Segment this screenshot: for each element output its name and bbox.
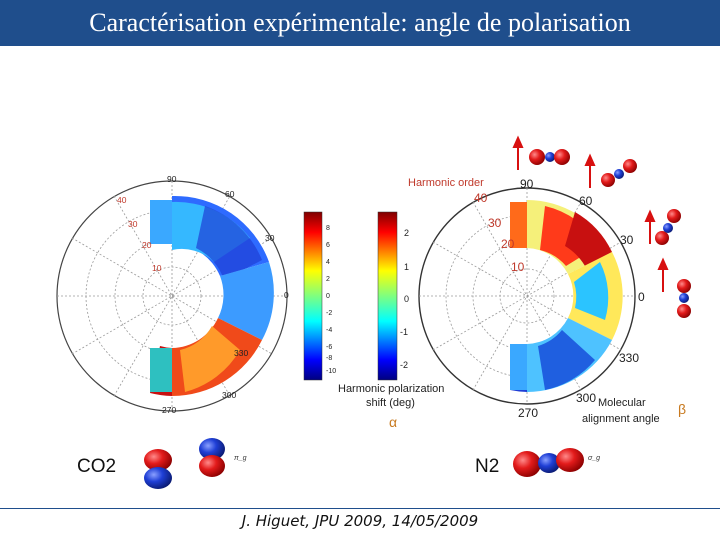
right-cbar-tick: -1	[400, 327, 408, 337]
left-angle-30: 30	[265, 233, 275, 243]
left-angle-270: 270	[162, 405, 176, 415]
left-order-40: 40	[117, 195, 127, 205]
left-angle-60: 60	[225, 189, 235, 199]
right-angle-270: 270	[518, 406, 538, 420]
left-colorbar-ticks: 8 6 4 2 0 -2 -4 -6 -8 -10	[326, 225, 336, 375]
right-order-labels: 40 30 20 10	[474, 191, 525, 274]
alignment-label-line1: Molecular	[598, 397, 646, 409]
left-order-10: 10	[152, 263, 162, 273]
footer-divider	[0, 508, 720, 509]
right-angle-300: 300	[576, 391, 596, 405]
left-cbar-tick: -6	[326, 344, 332, 351]
orientation-molecules	[512, 135, 691, 318]
right-colorbar: 2 1 0 -1 -2 Harmonic polarization shift …	[338, 211, 444, 430]
co2-label-text: CO2	[77, 456, 117, 477]
left-cbar-tick: 4	[326, 259, 330, 266]
left-order-labels: 40 30 20 10	[117, 195, 162, 273]
left-cbar-tick: 2	[326, 276, 330, 283]
right-cbar-tick: 2	[404, 228, 409, 238]
alignment-label-line2: alignment angle	[582, 413, 660, 425]
shift-label-line1: Harmonic polarization	[338, 383, 444, 395]
left-data-annulus	[150, 195, 274, 397]
left-cbar-tick: -8	[326, 355, 332, 362]
right-angle-60: 60	[579, 194, 593, 208]
n2-label: N2	[475, 456, 499, 478]
left-cbar-tick: -10	[326, 368, 336, 375]
n2-orbital: σ_g	[513, 448, 600, 477]
title-bar: Caractérisation expérimentale: angle de …	[0, 0, 720, 46]
beta-symbol: β	[678, 401, 686, 417]
left-cbar-tick: 0	[326, 293, 330, 300]
right-data-annulus	[510, 200, 623, 392]
molecule-diagonal-2	[655, 209, 681, 245]
right-polar-plot: 90 60 30 0 330 300 270 40 30 20 10 Harmo…	[408, 177, 686, 425]
right-order-40: 40	[474, 191, 488, 205]
n2-orbital-label: σ_g	[588, 455, 600, 462]
left-order-20: 20	[142, 240, 152, 250]
right-angle-0: 0	[638, 290, 645, 304]
harmonic-order-label: Harmonic order	[408, 177, 484, 189]
left-order-30: 30	[128, 219, 138, 229]
right-order-20: 20	[501, 237, 515, 251]
right-cbar-tick: 0	[404, 294, 409, 304]
right-angle-330: 330	[619, 351, 639, 365]
co2-orbital: π_g	[144, 438, 247, 489]
right-colorbar-ticks: 2 1 0 -1 -2	[400, 228, 409, 370]
molecule-diagonal-1	[601, 159, 637, 187]
n2-label-text: N2	[475, 456, 500, 477]
left-angle-90: 90	[167, 174, 177, 184]
molecule-horizontal	[529, 149, 570, 165]
co2-orbital-label: π_g	[234, 455, 247, 462]
right-angle-90: 90	[520, 177, 534, 191]
shift-label-line2: shift (deg)	[366, 397, 415, 409]
co2-label: CO2	[77, 456, 116, 478]
left-angle-labels: 90 60 30 0 330 300 270	[162, 174, 289, 415]
left-cbar-tick: 8	[326, 225, 330, 232]
left-angle-300: 300	[222, 390, 236, 400]
right-angle-labels: 90 60 30 0 330 300 270	[518, 177, 645, 420]
molecule-vertical	[677, 279, 691, 318]
left-angle-330: 330	[234, 348, 248, 358]
left-colorbar: 8 6 4 2 0 -2 -4 -6 -8 -10	[303, 211, 336, 381]
left-angle-0: 0	[284, 290, 289, 300]
alpha-symbol: α	[389, 414, 397, 430]
right-order-10: 10	[511, 260, 525, 274]
left-polar-plot: 90 60 30 0 330 300 270 40 30 20 10	[56, 174, 289, 415]
right-order-30: 30	[488, 216, 502, 230]
slide-title: Caractérisation expérimentale: angle de …	[89, 8, 631, 37]
left-cbar-tick: -4	[326, 327, 332, 334]
right-cbar-tick: 1	[404, 262, 409, 272]
left-cbar-tick: -2	[326, 310, 332, 317]
right-angle-30: 30	[620, 233, 634, 247]
right-cbar-tick: -2	[400, 360, 408, 370]
citation: J. Higuet, JPU 2009, 14/05/2009	[241, 512, 479, 530]
left-cbar-tick: 6	[326, 242, 330, 249]
